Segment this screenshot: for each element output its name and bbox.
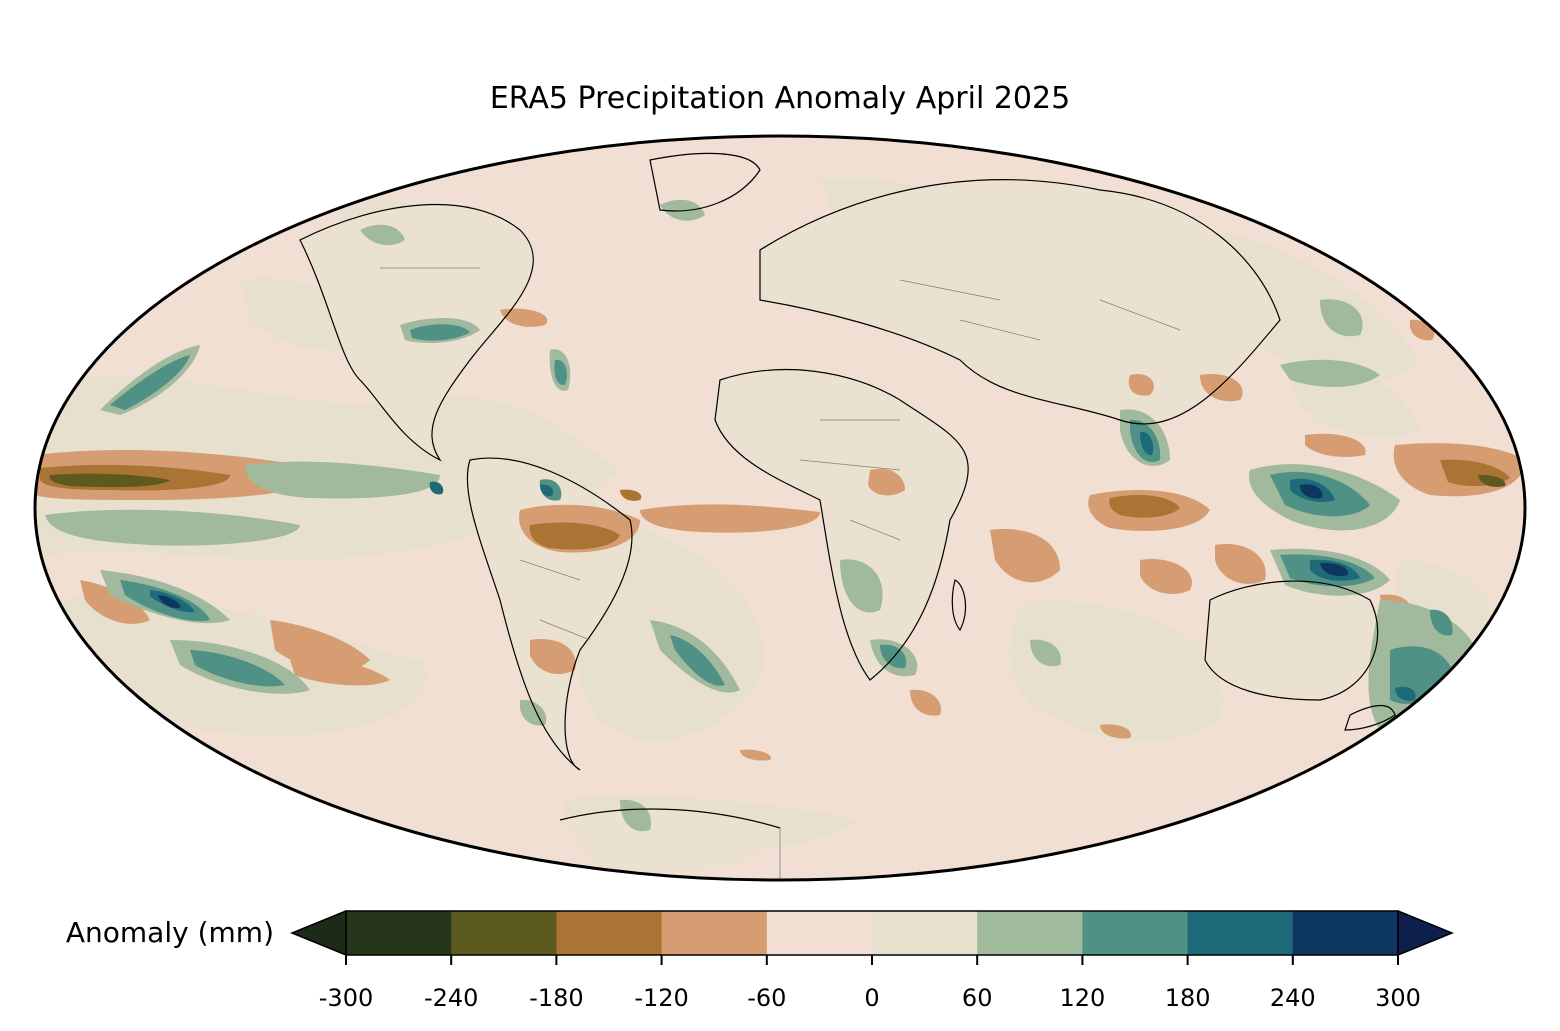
coastlines: [299, 152, 1396, 829]
colorbar-segment: [1082, 911, 1189, 955]
colorbar-extend-high: [1397, 909, 1454, 957]
colorbar-segment: [872, 911, 978, 955]
colorbar-label: Anomaly (mm): [66, 916, 274, 949]
colorbar-segment: [1292, 911, 1399, 955]
anomaly-wet-strong: [150, 431, 1416, 701]
colorbar-tick-label: -240: [424, 984, 478, 1012]
colorbar-segments: [345, 910, 1399, 956]
colorbar-tick-label: 240: [1270, 984, 1316, 1012]
colorbar-tick-label: -300: [319, 984, 373, 1012]
colorbar-ticks: -300 -240 -180 -120 -60 0 60 120 180 240 300: [319, 955, 1421, 1012]
colorbar-tick-label: -60: [747, 984, 786, 1012]
colorbar-segment: [346, 911, 452, 955]
colorbar-segment: [766, 911, 873, 955]
globe-outline: [33, 134, 1527, 882]
colorbar-segment: [661, 911, 768, 955]
colorbar-segment: [556, 911, 663, 955]
colorbar-segment: [451, 911, 557, 955]
colorbar-tick-label: 0: [864, 984, 879, 1012]
map-title: ERA5 Precipitation Anomaly April 2025: [489, 81, 1071, 116]
colorbar-tick-label: -120: [634, 984, 688, 1012]
land-fill: [300, 179, 1378, 873]
anomaly-wet-extreme: [158, 484, 1349, 609]
colorbar-tick-label: 60: [962, 984, 993, 1012]
colorbar-tick-label: -180: [529, 984, 583, 1012]
colorbar-segment: [1187, 911, 1294, 955]
anomaly-dry-very-strong: [49, 473, 1506, 488]
colorbar-tick-label: 120: [1059, 984, 1105, 1012]
colorbar-extend-low: [290, 909, 347, 957]
colorbar-tick-label: 180: [1165, 984, 1211, 1012]
colorbar-tick-label: 300: [1375, 984, 1421, 1012]
colorbar-segment: [977, 911, 1083, 955]
country-borders: [380, 267, 1181, 880]
